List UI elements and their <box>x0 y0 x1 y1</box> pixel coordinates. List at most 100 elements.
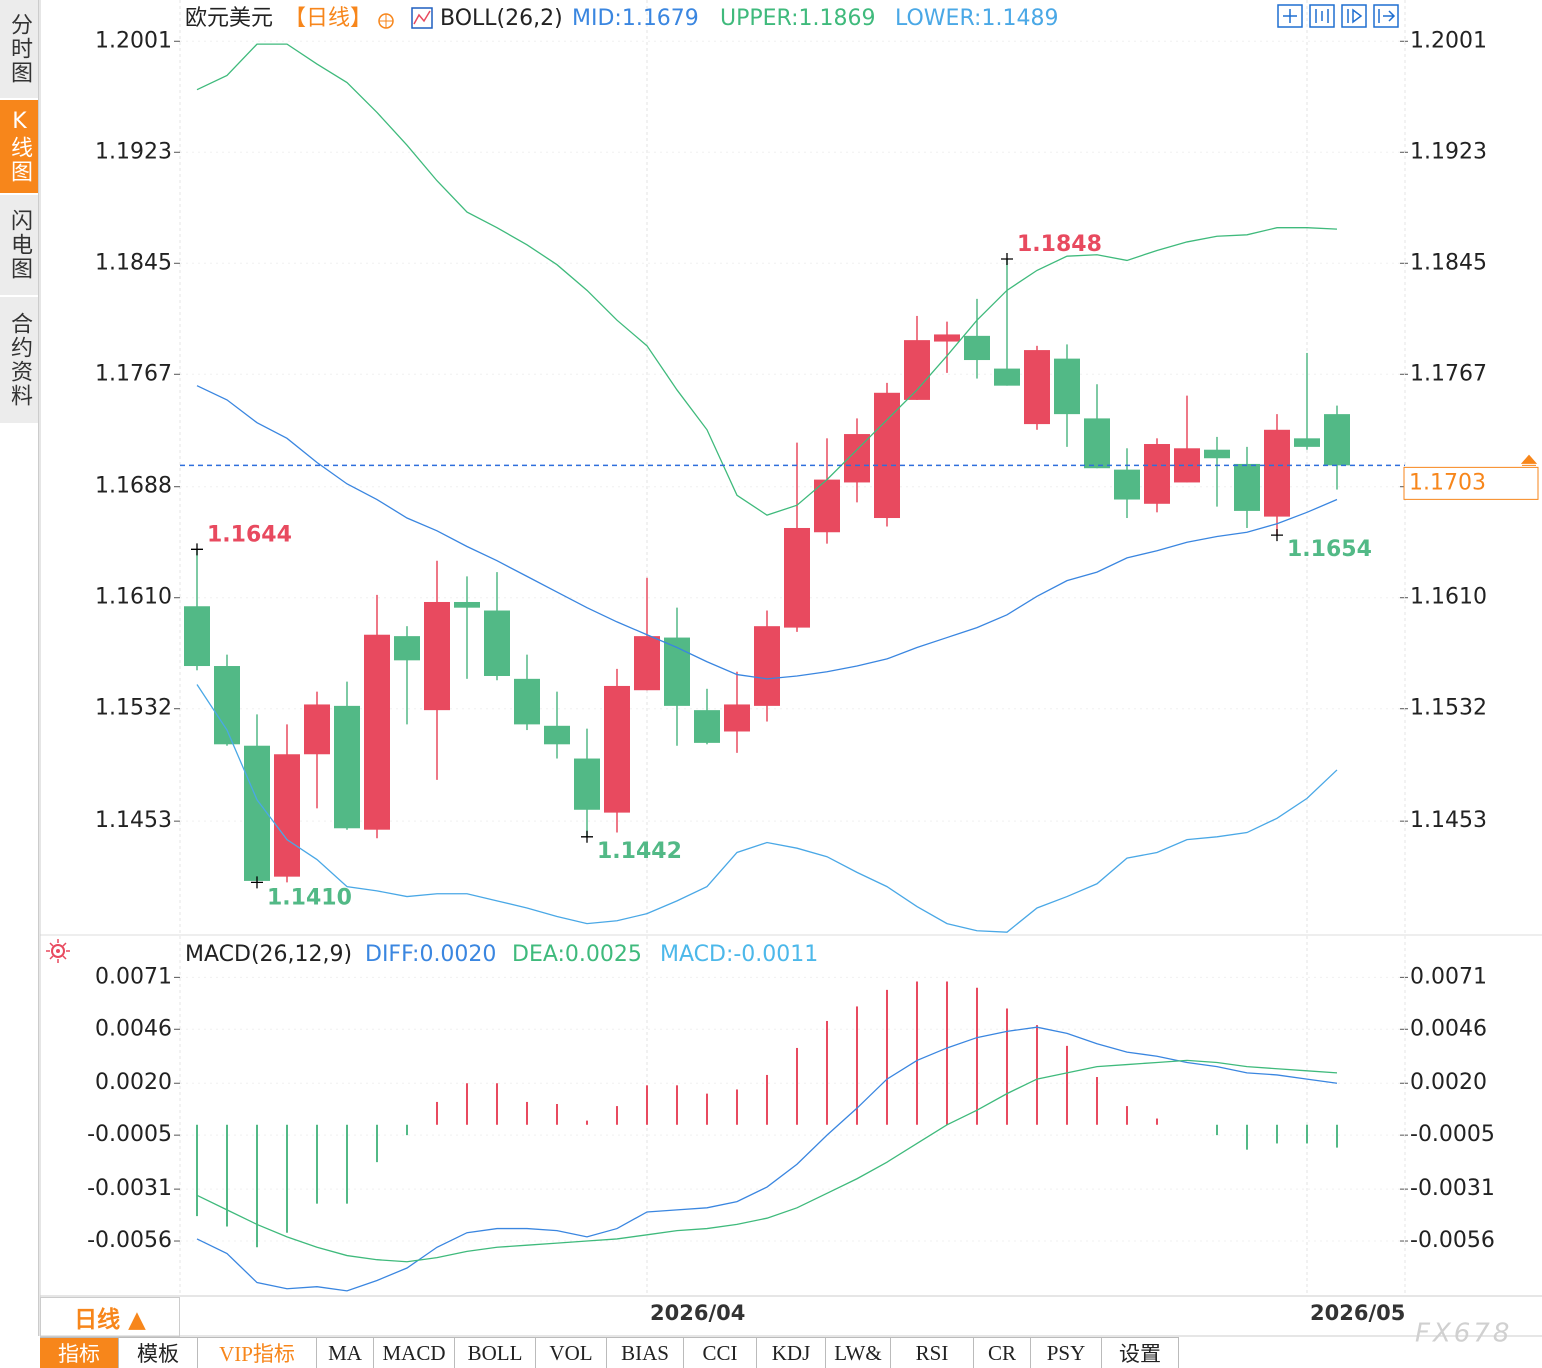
candle-body <box>334 705 360 829</box>
toolbar-button[interactable]: MA <box>317 1338 374 1368</box>
candle-body <box>394 636 420 661</box>
toolbar-button[interactable]: KDJ <box>757 1338 826 1368</box>
candle-body <box>634 636 660 691</box>
y-tick-label: 1.1610 <box>95 585 172 610</box>
chart-title: 欧元美元 <box>185 6 273 31</box>
y-tick-label: -0.0031 <box>87 1176 172 1201</box>
settings-icon[interactable] <box>378 13 394 29</box>
candle-body <box>574 758 600 810</box>
candle-body <box>1294 438 1320 447</box>
extreme-marker <box>191 543 203 556</box>
toolbar-button[interactable]: BOLL <box>455 1338 536 1368</box>
period-label: 【日线】 <box>284 6 372 31</box>
candle-body <box>364 634 390 830</box>
sidebar-tab[interactable]: 分时图 <box>0 0 38 100</box>
y-tick-label: 1.1767 <box>1410 361 1487 386</box>
extreme-label: 1.1410 <box>267 885 352 910</box>
toolbar-button[interactable]: LW& <box>826 1338 891 1368</box>
toolbar-button[interactable]: 模板 <box>119 1338 198 1368</box>
background <box>40 0 1542 1296</box>
watermark: FX678 <box>1415 1319 1512 1349</box>
candle-body <box>1264 429 1290 517</box>
candle-body <box>964 335 990 361</box>
toolbar-button[interactable]: MACD <box>374 1338 455 1368</box>
macd-line <box>196 1026 1338 1292</box>
toolbar-button[interactable]: 指标 <box>40 1338 119 1368</box>
y-tick-label: 1.1532 <box>95 696 172 721</box>
candle-body <box>904 340 930 400</box>
y-tick-label: -0.0056 <box>87 1228 172 1253</box>
indicator-icon[interactable] <box>411 7 433 29</box>
last-price-arrow <box>1520 454 1538 466</box>
sidebar: 分时图 K线图 闪电图 合约资料 <box>0 0 39 1336</box>
y-tick-label: 1.1532 <box>1410 696 1487 721</box>
toolbar-button[interactable]: VIP指标 <box>198 1338 317 1368</box>
y-tick-label: 1.1845 <box>95 250 172 275</box>
legend-entry: MID:1.1679 <box>572 6 699 31</box>
extreme-label: 1.1654 <box>1287 537 1372 562</box>
last-price-box <box>1403 466 1539 500</box>
y-tick-label: 1.1453 <box>1410 808 1487 833</box>
y-tick-label: -0.0031 <box>1410 1176 1495 1201</box>
period-selector[interactable]: 日线 ▲ <box>40 1297 180 1337</box>
toolbar-button[interactable]: CR <box>974 1338 1031 1368</box>
boll-line <box>196 385 1338 680</box>
sidebar-tab[interactable]: K线图 <box>0 100 38 195</box>
candle-body <box>994 368 1020 386</box>
y-tick-label: 1.1923 <box>1410 139 1487 164</box>
candle-body <box>1084 418 1110 469</box>
candle-body <box>214 666 240 745</box>
candle-body <box>1054 358 1080 415</box>
candle-body <box>484 610 510 676</box>
extreme-label: 1.1848 <box>1017 232 1102 257</box>
extreme-marker <box>1271 529 1283 542</box>
toolbar-button[interactable]: CCI <box>684 1338 757 1368</box>
y-tick-label: 1.1610 <box>1410 585 1487 610</box>
candle-body <box>814 479 840 533</box>
y-tick-label: 1.1845 <box>1410 250 1487 275</box>
toolbar-icons[interactable] <box>1277 4 1399 28</box>
legend-entry: UPPER:1.1869 <box>720 6 876 31</box>
y-tick-label: 1.1688 <box>95 474 172 499</box>
toolbar-button[interactable]: 设置 <box>1102 1338 1179 1368</box>
y-tick-label: 0.0071 <box>1410 964 1487 989</box>
y-tick-label: 0.0020 <box>95 1070 172 1095</box>
x-tick-label: 2026/04 <box>650 1301 745 1325</box>
candle-body <box>934 334 960 342</box>
legend-entry: MACD:-0.0011 <box>660 942 818 967</box>
y-tick-label: -0.0056 <box>1410 1228 1495 1253</box>
y-tick-label: 1.1767 <box>95 361 172 386</box>
extreme-marker <box>581 830 593 843</box>
y-tick-label: 1.1923 <box>95 139 172 164</box>
candle-body <box>1234 463 1260 511</box>
sidebar-tab[interactable]: 闪电图 <box>0 195 38 297</box>
toolbar-button[interactable]: BIAS <box>607 1338 684 1368</box>
macd-line <box>196 1059 1338 1263</box>
macd-icon[interactable] <box>46 939 70 963</box>
extreme-label: 1.1644 <box>207 522 292 547</box>
y-tick-label: 0.0071 <box>95 964 172 989</box>
candle-body <box>544 725 570 745</box>
candle-body <box>604 685 630 813</box>
y-tick-label: -0.0005 <box>1410 1122 1495 1147</box>
legend-entry: LOWER:1.1489 <box>895 6 1058 31</box>
y-tick-label: -0.0005 <box>87 1122 172 1147</box>
indicator-toolbar: 指标 模板 VIP指标 MA MACD BOLL VOL BIAS CCI KDJ LW& RSI CR… <box>40 1337 1179 1368</box>
toolbar-button[interactable]: RSI <box>891 1338 974 1368</box>
candle-body <box>874 392 900 519</box>
candle-body <box>694 710 720 743</box>
candle-body <box>724 704 750 732</box>
candle-body <box>1324 414 1350 466</box>
y-tick-label: 1.2001 <box>1410 28 1487 53</box>
toolbar-button[interactable]: PSY <box>1031 1338 1102 1368</box>
candle-body <box>664 637 690 706</box>
toolbar-button[interactable]: VOL <box>536 1338 607 1368</box>
extreme-marker <box>1001 253 1013 266</box>
sidebar-tab[interactable]: 合约资料 <box>0 297 38 425</box>
candle-body <box>1144 444 1170 504</box>
candle-body <box>1024 350 1050 425</box>
indicator-title: MACD(26,12,9) <box>185 942 352 967</box>
y-tick-label: 0.0020 <box>1410 1070 1487 1095</box>
candle-body <box>1204 449 1230 459</box>
